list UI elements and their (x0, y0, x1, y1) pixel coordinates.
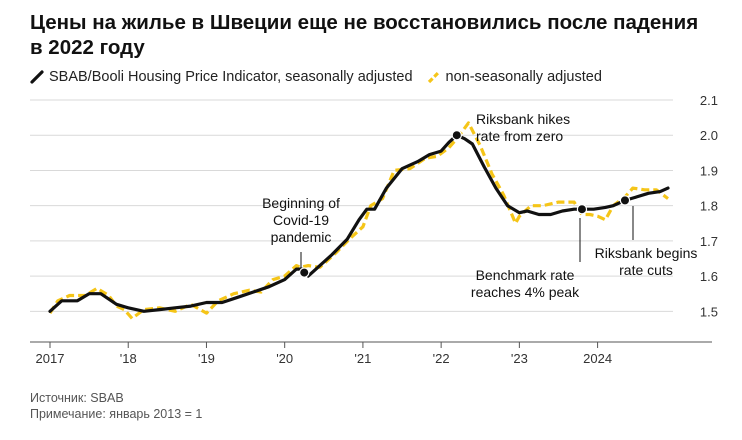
y-tick-label: 1.7 (700, 234, 718, 249)
x-tick-label: '23 (511, 351, 528, 366)
annotation-marker (576, 203, 588, 215)
y-tick-label: 2.1 (700, 93, 718, 108)
series-line-non-seasonally-adjusted (48, 121, 669, 320)
annotation-marker (299, 267, 310, 278)
y-tick-label: 1.9 (700, 163, 718, 178)
footer: Источник: SBAB Примечание: январь 2013 =… (30, 390, 202, 422)
y-tick-label: 2.0 (700, 128, 718, 143)
legend-label-sa: SBAB/Booli Housing Price Indicator, seas… (49, 69, 413, 85)
x-tick-label: 2017 (36, 351, 65, 366)
x-tick-label: '21 (354, 351, 371, 366)
x-tick-label: '22 (433, 351, 450, 366)
annotation-marker (451, 130, 462, 141)
y-tick-label: 1.6 (700, 269, 718, 284)
x-tick-label: '18 (120, 351, 137, 366)
source-note: Источник: SBAB (30, 391, 124, 405)
annotation-label: Riksbank hikes rate from zero (476, 111, 570, 144)
series-line-seasonally-adjusted (48, 133, 670, 313)
legend-label-nsa: non-seasonally adjusted (445, 69, 602, 85)
annotation-label: Riksbank begins rate cuts (595, 245, 698, 278)
chart-title: Цены на жилье в Швеции еще не восстанови… (30, 11, 699, 59)
x-tick-label: 2024 (583, 351, 612, 366)
legend-key-nsa (427, 70, 440, 84)
legend: SBAB/Booli Housing Price Indicator, seas… (30, 69, 602, 85)
annotation-label: Benchmark rate reaches 4% peak (471, 267, 580, 300)
x-tick-label: '19 (198, 351, 215, 366)
index-note: Примечание: январь 2013 = 1 (30, 407, 203, 421)
x-tick-label: '20 (276, 351, 293, 366)
annotation-marker (619, 195, 631, 206)
y-tick-label: 1.8 (700, 199, 718, 214)
legend-key-sa (30, 70, 44, 84)
annotation-label: Beginning of Covid-19 pandemic (262, 195, 340, 245)
y-tick-label: 1.5 (700, 304, 718, 319)
